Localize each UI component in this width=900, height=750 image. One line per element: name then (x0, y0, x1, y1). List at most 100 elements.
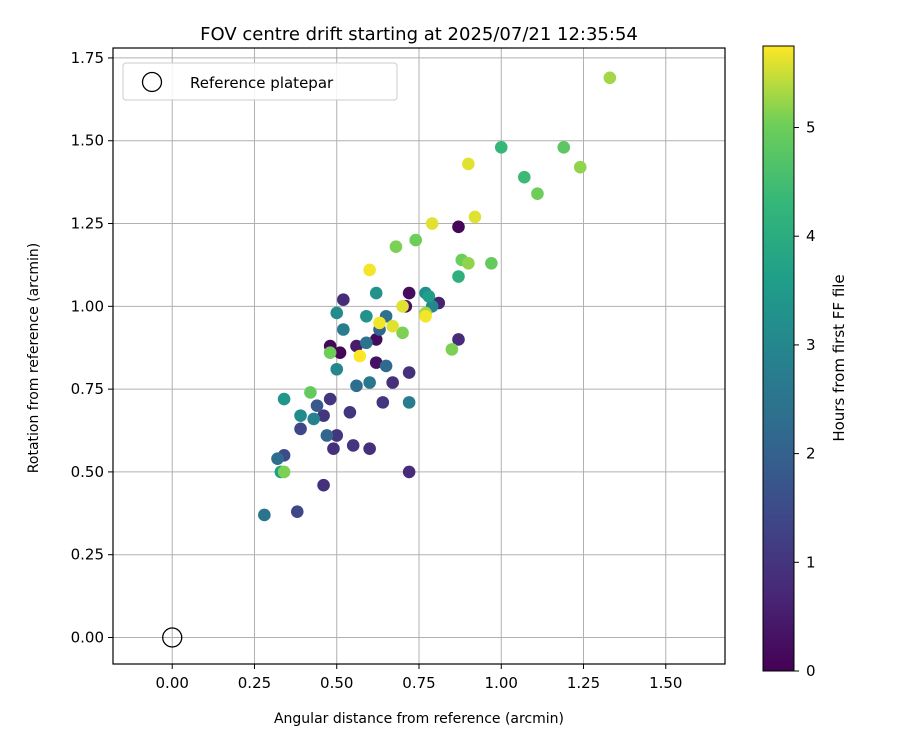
colorbar-tick-label: 3 (806, 336, 816, 354)
data-point (360, 336, 373, 350)
data-point (307, 412, 321, 426)
data-point (277, 392, 291, 406)
data-point (346, 439, 360, 452)
colorbar-tick-label: 5 (806, 119, 816, 137)
data-point (369, 333, 383, 346)
data-point (402, 286, 416, 300)
data-point (277, 465, 291, 479)
colorbar-tick-label: 4 (806, 227, 816, 245)
data-point (323, 346, 337, 359)
x-tick-label: 0.00 (156, 674, 189, 692)
reference-marker (162, 627, 183, 648)
colorbar-label: Hours from first FF file (830, 274, 848, 441)
data-point (350, 379, 363, 393)
y-tick-label: 1.50 (71, 132, 104, 150)
data-point (485, 256, 498, 270)
data-point (333, 346, 347, 359)
data-point (310, 399, 324, 412)
data-point (369, 286, 383, 300)
data-point (419, 309, 432, 323)
data-point (468, 210, 482, 224)
data-point (376, 396, 390, 409)
data-point (330, 306, 344, 320)
y-tick-label: 0.75 (71, 380, 104, 398)
y-tick-label: 0.00 (71, 629, 104, 647)
data-point (452, 270, 465, 283)
data-point (360, 309, 373, 323)
legend: Reference platepar (122, 62, 398, 101)
data-point (304, 386, 317, 399)
colorbar-gradient (762, 45, 795, 672)
legend-reference-marker (141, 71, 163, 93)
data-point (402, 366, 416, 379)
x-tick-label: 0.25 (238, 674, 271, 692)
data-point (317, 478, 330, 492)
data-point (258, 508, 271, 522)
data-point (363, 376, 376, 389)
colorbar: 0 1 2 3 4 5 Hours from first FF file (762, 45, 848, 680)
data-point (402, 396, 416, 409)
data-point (402, 465, 416, 479)
data-point (462, 157, 475, 171)
x-tick-label: 1.50 (649, 674, 682, 692)
reference-marker-group (162, 627, 183, 648)
data-point (573, 160, 587, 174)
data-points (258, 71, 617, 522)
y-tick-label: 1.75 (71, 49, 104, 67)
data-point (517, 170, 531, 184)
data-point (422, 290, 436, 303)
data-point (396, 326, 409, 340)
data-point (409, 233, 423, 247)
x-axis-label: Angular distance from reference (arcmin) (274, 711, 564, 727)
data-point (445, 343, 459, 356)
colorbar-tick-label: 1 (806, 553, 816, 571)
chart-title: FOV centre drift starting at 2025/07/21 … (200, 24, 638, 45)
data-point (323, 392, 337, 406)
colorbar-tick-label: 0 (806, 662, 816, 680)
data-point (294, 422, 307, 436)
data-point (603, 71, 617, 85)
data-point (462, 256, 475, 270)
y-tick-label: 1.00 (71, 297, 104, 315)
data-point (337, 293, 350, 306)
y-axis-ticks: 0.00 0.25 0.50 0.75 1.00 1.25 1.50 1.75 (71, 49, 113, 647)
data-point (337, 323, 350, 336)
colorbar-ticks: 0 1 2 3 4 5 (794, 119, 816, 680)
colorbar-tick-label: 2 (806, 445, 816, 463)
data-point (373, 316, 386, 330)
data-point (327, 442, 340, 456)
data-point (531, 187, 544, 201)
data-point (320, 429, 334, 442)
y-axis-label: Rotation from reference (arcmin) (26, 243, 42, 473)
data-point (369, 356, 383, 369)
data-point (350, 339, 363, 353)
data-point (330, 362, 344, 376)
y-tick-label: 1.25 (71, 215, 104, 233)
x-tick-label: 1.00 (485, 674, 518, 692)
data-point (363, 442, 376, 456)
data-point (389, 240, 403, 254)
data-point (343, 406, 357, 419)
data-point (386, 319, 399, 333)
data-point (425, 217, 439, 230)
data-point (557, 141, 571, 154)
y-tick-label: 0.25 (71, 546, 104, 564)
data-point (452, 333, 465, 346)
data-point (386, 376, 399, 389)
data-point (317, 409, 330, 422)
x-axis-ticks: 0.00 0.25 0.50 0.75 1.00 1.25 1.50 (156, 664, 682, 692)
legend-label: Reference platepar (190, 74, 334, 92)
data-point (330, 429, 344, 442)
x-tick-label: 1.25 (567, 674, 600, 692)
data-point (494, 141, 508, 154)
x-tick-label: 0.50 (320, 674, 353, 692)
y-tick-label: 0.50 (71, 463, 104, 481)
data-point (353, 349, 367, 363)
grid-lines (113, 48, 725, 664)
data-point (363, 263, 376, 277)
legend-box (122, 62, 398, 101)
data-point (271, 452, 284, 465)
data-point (396, 300, 409, 313)
data-point (379, 359, 393, 373)
